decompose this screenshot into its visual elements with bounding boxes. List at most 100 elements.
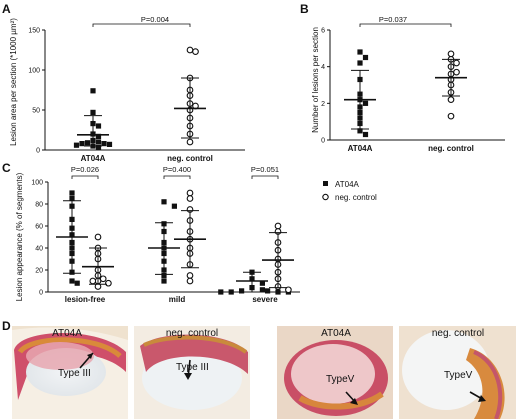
chart-a-ytick-label: 100 xyxy=(28,68,40,75)
chart-b-ylabel: Number of lesions per section xyxy=(311,27,320,133)
chart-a-at04a-point xyxy=(84,140,91,146)
chart-b-axes: 0 2 4 6 xyxy=(321,28,505,145)
chart-c-significance-bracket-severe xyxy=(251,175,279,179)
chart-c-ytick-label: 20 xyxy=(35,268,43,275)
histology-photo-3: AT04A TypeV xyxy=(277,326,393,419)
chart-b-pvalue: P=0.037 xyxy=(379,15,407,24)
chart-c-at04a-mild-point xyxy=(161,272,167,279)
histology-photo-2-label: neg. control xyxy=(166,328,218,339)
legend-label-at04a: AT04A xyxy=(335,180,360,189)
legend-label-neg-control: neg. control xyxy=(335,193,377,202)
chart-a-marks xyxy=(73,23,206,151)
panel-label-b: B xyxy=(300,2,309,16)
chart-c-neg-control-mild-point xyxy=(186,277,194,285)
chart-b-category-neg-control: neg. control xyxy=(428,144,474,153)
chart-c-significance-bracket-lesion-free xyxy=(71,175,99,179)
histology-panel: AT04A Type III neg. control Type III AT0… xyxy=(12,326,516,419)
chart-c-neg-control-severe-point xyxy=(274,222,282,230)
legend-circle-marker xyxy=(322,193,329,201)
chart-a-at04a-point xyxy=(79,141,85,147)
chart-c-at04a-severe-point xyxy=(218,289,224,295)
chart-c-ytick-label: 40 xyxy=(35,246,43,253)
histology-photo-1-label: AT04A xyxy=(52,328,82,339)
chart-c-neg-control-lesion-free-point xyxy=(105,279,112,287)
chart-c-neg-control-lesion-free-point xyxy=(94,233,102,241)
chart-a-at04a-point xyxy=(95,133,102,139)
chart-c-neg-control-mild-point xyxy=(186,272,194,279)
chart-c-ytick-label: 60 xyxy=(35,224,43,231)
panel-label-c: C xyxy=(2,161,11,175)
chart-c-marks xyxy=(56,175,294,295)
chart-a-at04a-point xyxy=(95,123,102,129)
chart-c-at04a-severe-point xyxy=(239,288,245,294)
chart-a-category-neg-control: neg. control xyxy=(167,154,213,163)
chart-b: Number of lesions per section 0 2 4 6 P=0.0… xyxy=(311,15,505,153)
chart-c-ylabel: Lesion appearance (% of segments) xyxy=(15,172,24,301)
chart-b-neg-control-point xyxy=(447,112,455,120)
chart-c-at04a-severe-point xyxy=(259,280,265,286)
chart-c-at04a-lesion-free-point xyxy=(69,190,75,196)
chart-c-pvalue-mild: P=0.400 xyxy=(163,165,191,174)
chart-b-at04a-point xyxy=(357,128,363,134)
histology-photo-1: AT04A Type III xyxy=(12,326,128,419)
chart-a-at04a-point xyxy=(95,145,102,151)
chart-c-ytick-label: 0 xyxy=(39,290,43,297)
chart-b-at04a-point xyxy=(362,100,369,106)
chart-c-legend: AT04A neg. control xyxy=(322,180,377,202)
histology-photo-2-type: Type III xyxy=(176,362,209,373)
chart-a-neg-control-point xyxy=(186,138,194,146)
chart-c-neg-control-severe-point xyxy=(285,286,292,294)
chart-a-ytick-label: 150 xyxy=(28,28,40,35)
histology-photo-4: neg. control TypeV xyxy=(399,326,516,419)
chart-c-category-mild: mild xyxy=(169,295,186,304)
chart-a-at04a-point xyxy=(101,141,107,147)
chart-b-neg-control-point xyxy=(447,50,455,58)
chart-a-at04a-point xyxy=(106,141,113,147)
chart-b-at04a-point xyxy=(362,54,369,61)
chart-c-at04a-severe-point xyxy=(275,289,281,295)
chart-c-at04a-mild-point xyxy=(161,199,167,205)
chart-c-category-severe: severe xyxy=(252,295,278,304)
chart-a-neg-control-point xyxy=(186,46,194,54)
histology-photo-4-label: neg. control xyxy=(432,328,484,339)
chart-c-at04a-mild-point xyxy=(171,203,177,209)
chart-c-at04a-lesion-free-point xyxy=(74,280,80,286)
chart-b-ytick-label: 4 xyxy=(321,64,325,71)
chart-a: Lesion area per section (*1000 µm²) 0 50 1… xyxy=(9,15,245,163)
chart-c-neg-control-mild-point xyxy=(186,189,194,197)
chart-a-axes: 0 50 100 150 xyxy=(28,28,245,155)
legend-square-marker xyxy=(323,181,328,186)
chart-c-significance-bracket-mild xyxy=(163,175,191,179)
chart-a-ytick-label: 50 xyxy=(32,108,40,115)
chart-a-category-at04a: AT04A xyxy=(81,154,106,163)
histology-photo-3-label: AT04A xyxy=(321,328,351,339)
histology-photo-2: neg. control Type III xyxy=(134,326,250,419)
chart-c-ytick-label: 80 xyxy=(35,202,43,209)
chart-b-ytick-label: 6 xyxy=(321,28,325,35)
chart-b-ytick-label: 0 xyxy=(321,138,325,145)
chart-c-at04a-severe-point xyxy=(228,289,234,295)
chart-a-pvalue: P=0.004 xyxy=(141,15,169,24)
chart-b-at04a-point xyxy=(357,49,363,55)
chart-b-category-at04a: AT04A xyxy=(348,144,373,153)
chart-a-ylabel: Lesion area per section (*1000 µm²) xyxy=(9,18,18,146)
chart-c-at04a-severe-point xyxy=(265,288,271,294)
panel-label-a: A xyxy=(2,2,11,16)
chart-b-marks xyxy=(344,23,467,138)
chart-c-pvalue-lesion-free: P=0.026 xyxy=(71,165,99,174)
chart-b-ytick-label: 2 xyxy=(321,101,325,108)
chart-c-at04a-lesion-free-point xyxy=(69,195,75,202)
chart-a-at04a-point xyxy=(73,142,80,148)
chart-c-category-lesion-free: lesion-free xyxy=(65,295,106,304)
chart-b-neg-control-point xyxy=(453,59,460,67)
chart-b-neg-control-point xyxy=(453,68,460,76)
chart-b-neg-control-point xyxy=(447,96,455,104)
chart-b-significance-bracket xyxy=(359,23,452,27)
chart-c: Lesion appearance (% of segments) 0 20 40 6… xyxy=(15,165,377,304)
chart-c-pvalue-severe: P=0.051 xyxy=(251,165,279,174)
chart-c-neg-control-lesion-free-point xyxy=(89,277,97,285)
panel-label-d: D xyxy=(2,319,11,333)
histology-photo-3-type: TypeV xyxy=(326,374,355,385)
chart-a-at04a-point xyxy=(90,109,96,115)
